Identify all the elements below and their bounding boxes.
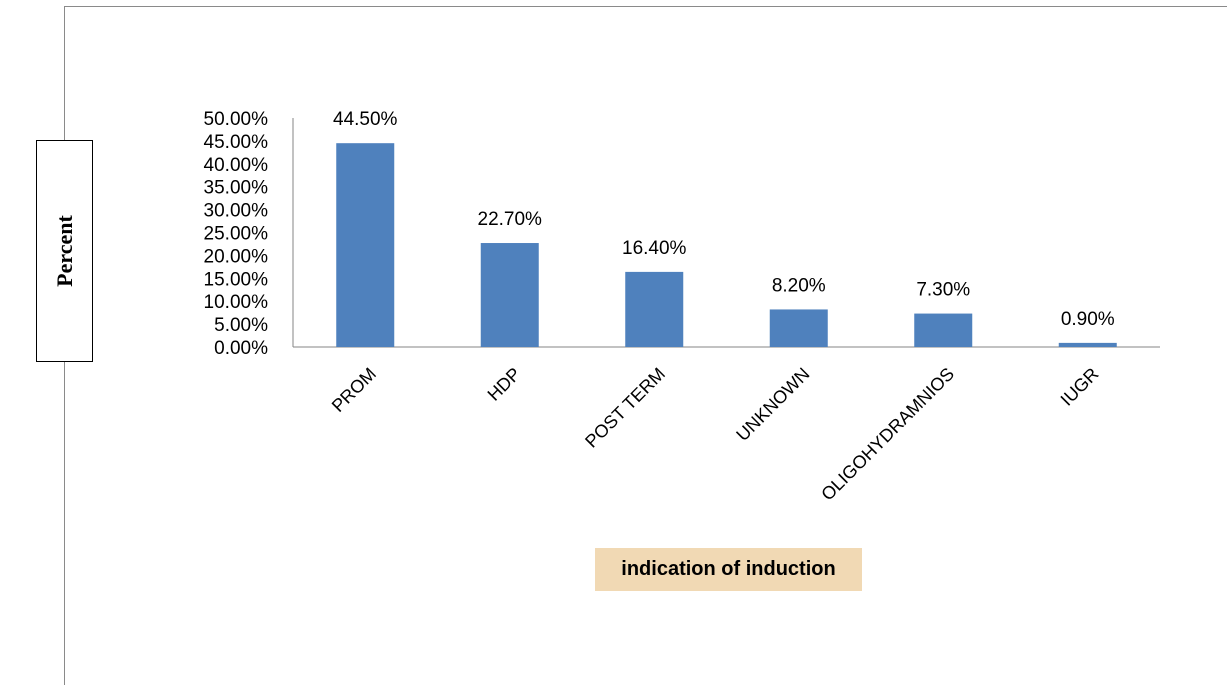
y-tick-label: 45.00% (204, 132, 269, 153)
data-label: 0.90% (1061, 309, 1115, 330)
bar-iugr (1058, 342, 1117, 347)
data-label: 8.20% (772, 275, 826, 296)
x-category-label: IUGR (1057, 364, 1103, 410)
y-tick-label: 15.00% (204, 269, 269, 290)
category-labels: PROM HDP POST TERM UNKNOWN OLIGOHYDRAMNIOS IU… (328, 364, 1103, 505)
data-label: 22.70% (478, 209, 543, 230)
bar-oligohydramnios (914, 313, 973, 347)
chart-axes (292, 118, 1160, 348)
y-tick-label: 40.00% (204, 155, 269, 176)
y-tick-label: 35.00% (204, 178, 269, 199)
data-label: 44.50% (333, 109, 398, 130)
bar-series (336, 143, 1117, 347)
y-axis-ticks: 0.00%5.00%10.00%15.00%20.00%25.00%30.00%… (204, 109, 269, 359)
y-tick-label: 10.00% (204, 292, 269, 313)
outer-frame-top-border (64, 6, 1227, 7)
y-tick-label: 0.00% (214, 338, 268, 359)
x-axis-title-box: indication of induction (595, 548, 862, 591)
bar-prom (336, 143, 395, 347)
y-tick-label: 5.00% (214, 315, 268, 336)
y-tick-label: 50.00% (204, 109, 269, 130)
x-category-label: PROM (328, 364, 380, 416)
y-tick-label: 30.00% (204, 201, 269, 222)
x-category-label: HDP (484, 364, 525, 405)
x-axis-title: indication of induction (621, 558, 836, 580)
data-label: 16.40% (622, 238, 687, 259)
x-category-label: OLIGOHYDRAMNIOS (817, 364, 958, 505)
bar-hdp (480, 243, 539, 347)
data-labels: 44.50% 22.70% 16.40% 8.20% 7.30% 0.90% (333, 109, 1115, 330)
y-tick-label: 20.00% (204, 246, 269, 267)
data-label: 7.30% (916, 280, 970, 301)
y-axis-title-box: Percent (36, 140, 93, 362)
y-tick-label: 25.00% (204, 224, 269, 245)
bar-post-term (625, 271, 684, 347)
x-category-label: POST TERM (581, 364, 669, 452)
x-category-label: UNKNOWN (732, 364, 813, 445)
bar-unknown (769, 309, 828, 347)
